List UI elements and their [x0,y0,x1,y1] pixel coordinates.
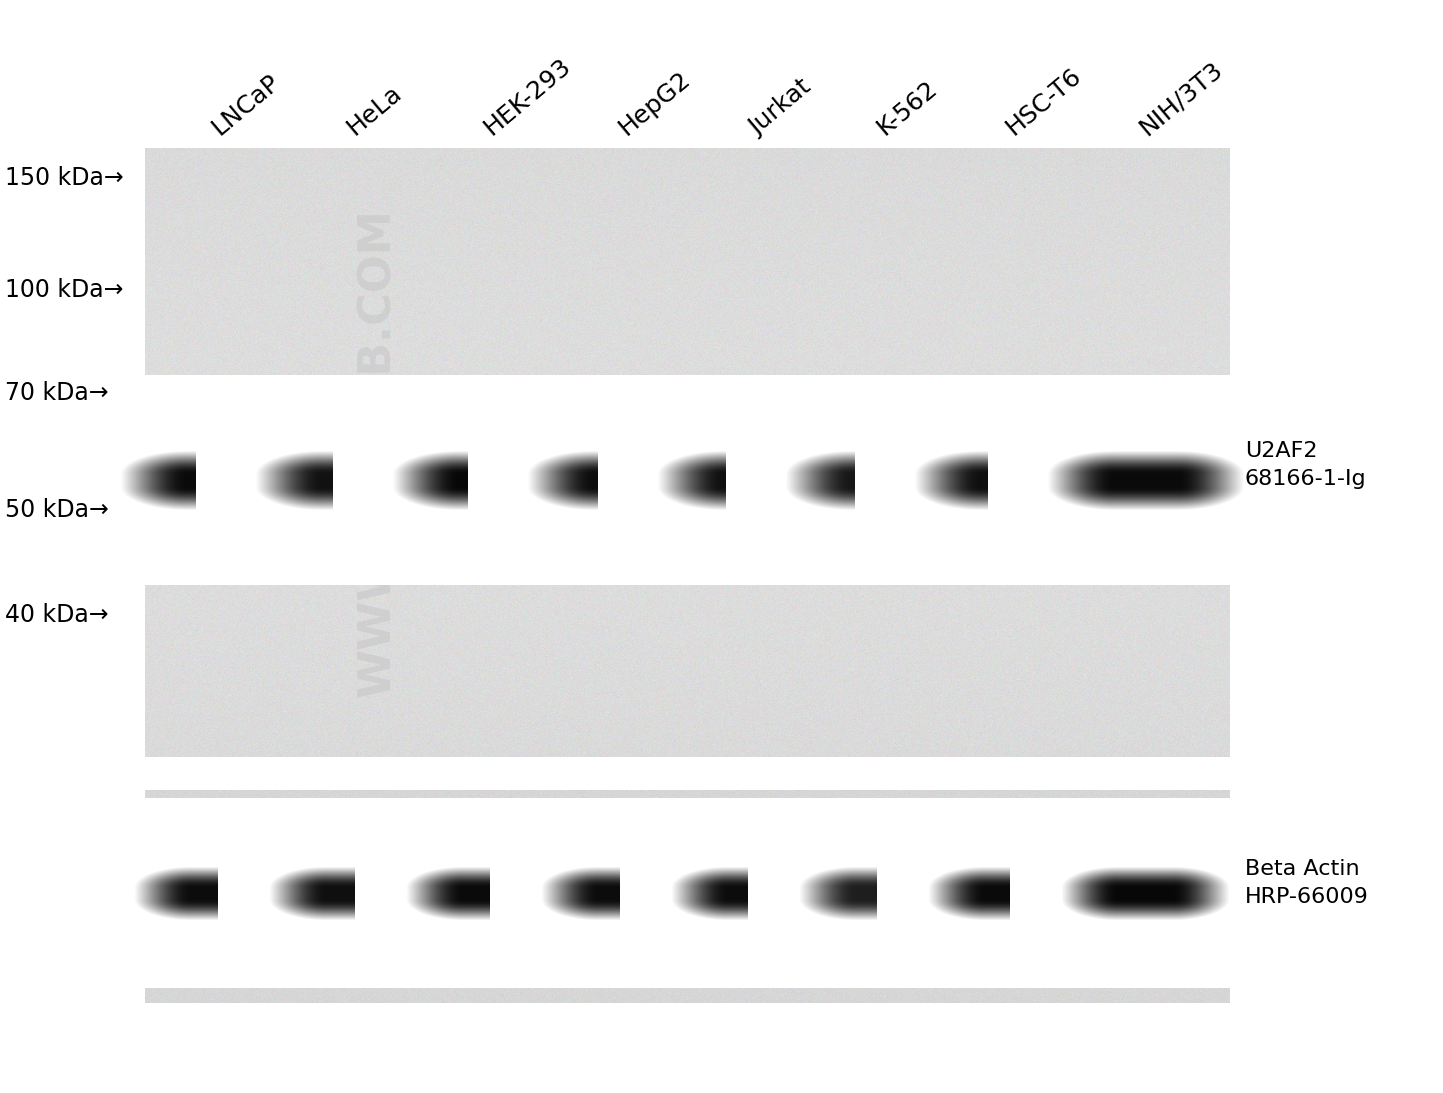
Bar [144,790,1229,1003]
Text: HEK-293: HEK-293 [479,54,576,140]
Text: LNCaP: LNCaP [208,70,284,140]
Text: U2AF2
68166-1-Ig: U2AF2 68166-1-Ig [1245,440,1367,489]
Text: NIH/3T3: NIH/3T3 [1134,57,1227,140]
Text: Jurkat: Jurkat [745,74,815,140]
Text: Beta Actin
HRP-66009: Beta Actin HRP-66009 [1245,859,1369,907]
Text: HepG2: HepG2 [615,67,696,140]
Text: WWW.PTGLAB.COM: WWW.PTGLAB.COM [356,208,400,697]
Text: 150 kDa→: 150 kDa→ [4,166,124,190]
Text: 50 kDa→: 50 kDa→ [4,498,108,522]
Bar [144,148,1229,757]
Text: K-562: K-562 [873,77,942,140]
Text: HSC-T6: HSC-T6 [1001,63,1087,140]
Text: HeLa: HeLa [342,81,407,140]
Text: 40 kDa→: 40 kDa→ [4,603,108,627]
Text: 100 kDa→: 100 kDa→ [4,278,123,302]
Text: 70 kDa→: 70 kDa→ [4,381,108,406]
